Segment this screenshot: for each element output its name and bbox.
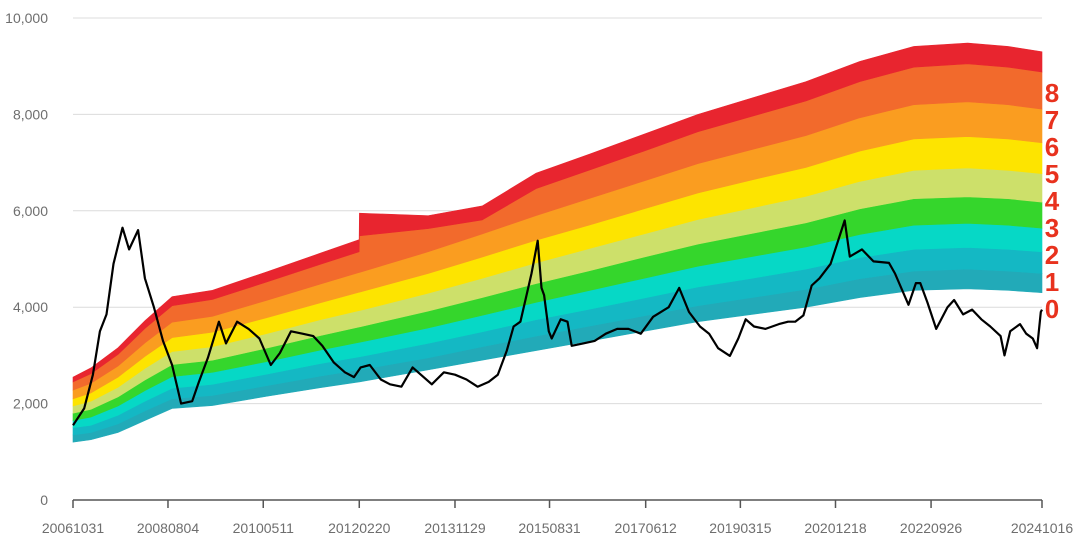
band-label-8: 8 — [1045, 78, 1059, 108]
band-label-0: 0 — [1045, 294, 1059, 324]
band-label-4: 4 — [1045, 186, 1060, 216]
band-label-2: 2 — [1045, 240, 1059, 270]
x-axis-tick-labels: 20061031 20080804 20100511 20120220 20131129… — [42, 520, 1074, 536]
valuation-band-8 — [72, 42, 1043, 383]
y-tick-label: 2,000 — [13, 396, 48, 412]
band-label-1: 1 — [1045, 267, 1059, 297]
index-line — [72, 219, 1043, 426]
y-tick-label: 4,000 — [13, 299, 48, 315]
x-tick-label: 20131129 — [424, 520, 485, 536]
y-tick-label: 8,000 — [13, 106, 48, 122]
x-tick-label: 20241016 — [1011, 520, 1074, 536]
y-axis-tick-labels: 0 2,000 4,000 6,000 8,000 10,000 — [5, 10, 48, 508]
y-tick-label: 0 — [40, 492, 48, 508]
band-label-5: 5 — [1045, 159, 1059, 189]
x-tick-label: 20080804 — [137, 520, 200, 536]
x-tick-label: 20201218 — [804, 520, 867, 536]
valuation-bands — [72, 42, 1043, 443]
x-tick-label: 20190315 — [709, 520, 772, 536]
x-tick-label: 20120220 — [328, 520, 391, 536]
x-tick-label: 20100511 — [233, 520, 294, 536]
x-tick-label: 20220926 — [900, 520, 963, 536]
y-tick-label: 6,000 — [13, 203, 48, 219]
x-tick-label: 20170612 — [615, 520, 678, 536]
index-series — [72, 219, 1043, 426]
y-tick-label: 10,000 — [5, 10, 48, 26]
x-axis — [72, 499, 1043, 508]
x-tick-label: 20061031 — [42, 520, 105, 536]
band-label-3: 3 — [1045, 213, 1059, 243]
band-label-7: 7 — [1045, 105, 1059, 135]
band-label-6: 6 — [1045, 132, 1059, 162]
x-tick-label: 20150831 — [518, 520, 581, 536]
